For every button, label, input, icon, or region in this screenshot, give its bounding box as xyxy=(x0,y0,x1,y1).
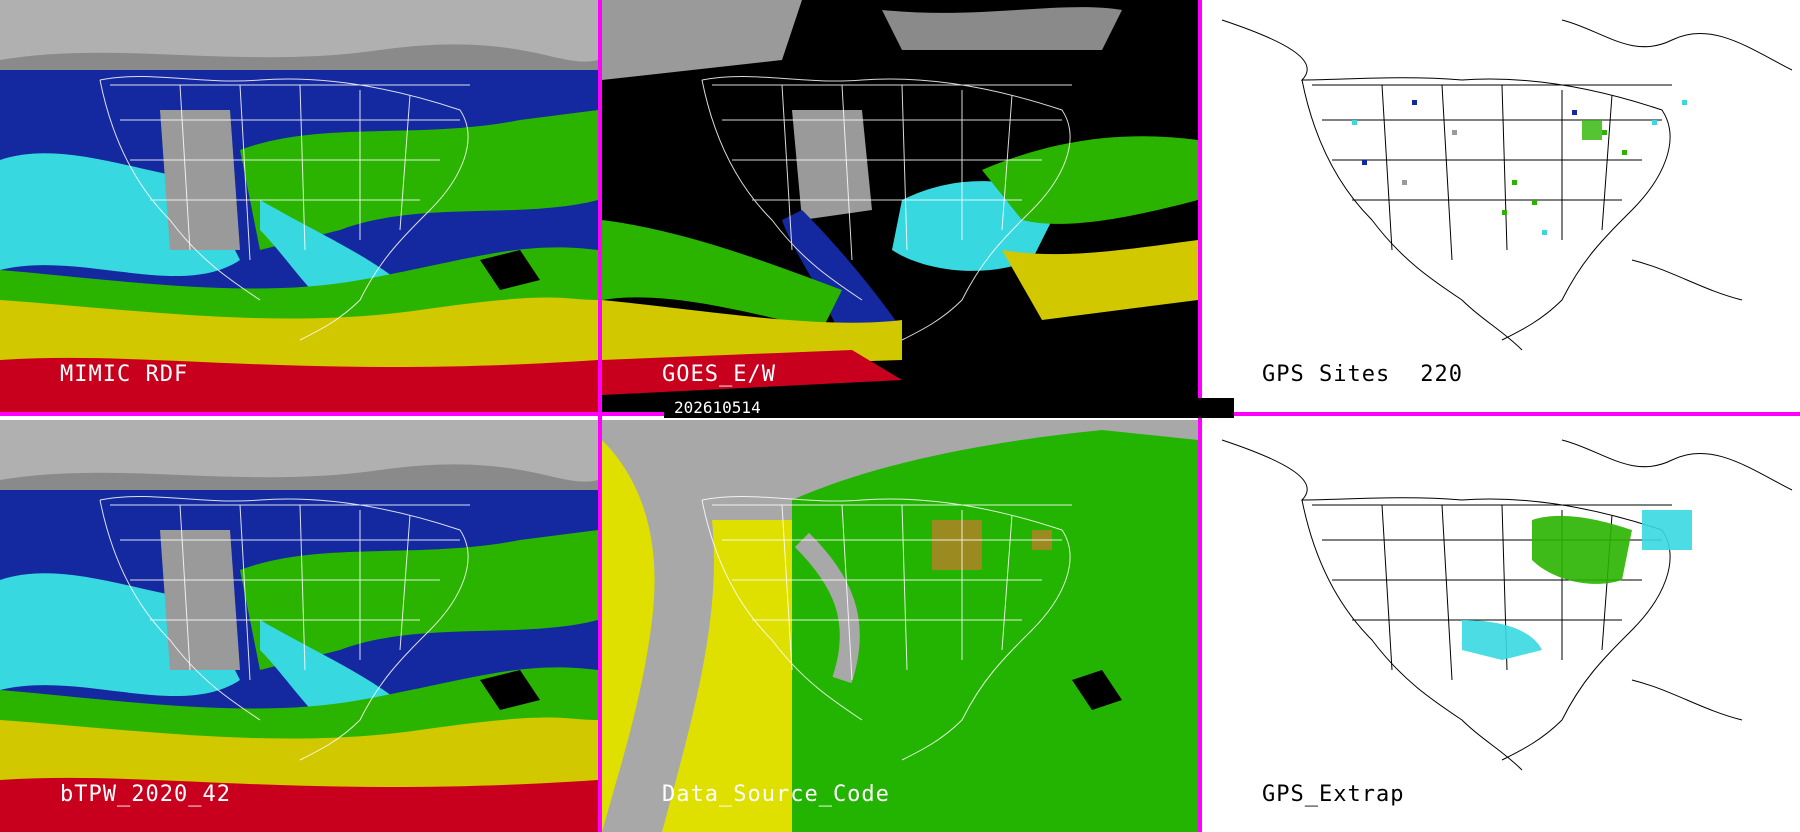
gps-site-markers xyxy=(1352,100,1687,235)
goes-ew-panel: GOES_E/W xyxy=(602,0,1198,412)
mimic-rdf-map xyxy=(0,0,598,412)
gps-extrap-panel: GPS_Extrap xyxy=(1202,420,1800,832)
panel-label: GPS Sites 220 xyxy=(1262,362,1463,387)
gps-site-count: 220 xyxy=(1420,362,1463,387)
panel-label: GPS_Extrap xyxy=(1262,782,1405,807)
panel-label: bTPW_2020_42 xyxy=(60,782,231,807)
gps-extrap-map xyxy=(1221,439,1793,771)
panel-label: GOES_E/W xyxy=(662,362,776,387)
data-source-code-map xyxy=(602,420,1198,832)
panel-label: MIMIC RDF xyxy=(60,362,189,387)
gps-sites-map xyxy=(1221,19,1793,351)
data-source-code-panel: Data_Source_Code xyxy=(602,420,1198,832)
mimic-rdf-panel: MIMIC RDF xyxy=(0,0,598,412)
timestamp-label: 202610514 xyxy=(664,398,1234,418)
vertical-divider-left xyxy=(598,0,602,832)
panel-label: Data_Source_Code xyxy=(662,782,890,807)
btpw-panel: bTPW_2020_42 xyxy=(0,420,598,832)
btpw-map xyxy=(0,420,598,832)
gps-sites-panel: GPS Sites 220 xyxy=(1202,0,1800,412)
goes-ew-map xyxy=(602,0,1198,412)
